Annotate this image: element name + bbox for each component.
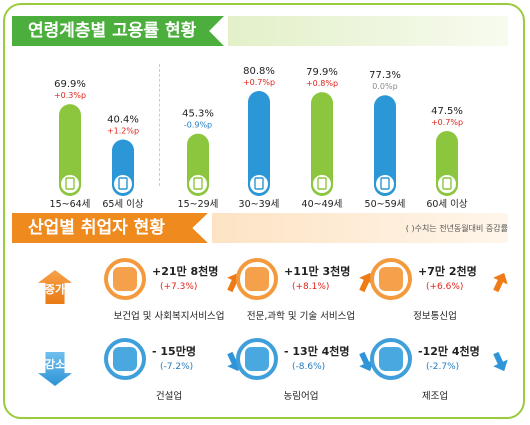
document-icon — [436, 173, 458, 195]
bar-change-label: +0.8%p — [306, 79, 338, 88]
industry-name: 건설업 — [155, 391, 183, 402]
age-employment-chart: 69.9%+0.3%p 15~64세 40.4%+1.2%p 65세 이상 45.3%-… — [50, 66, 468, 208]
bar-value-label: 40.4% — [107, 115, 139, 126]
industry-name: 농림어업 — [283, 391, 319, 402]
document-icon — [112, 173, 134, 195]
category-label: 40~49세 — [302, 199, 343, 208]
bar-change-label: 0.0%p — [372, 82, 397, 91]
employment-bar — [59, 104, 81, 196]
employment-bar — [248, 91, 270, 196]
category-label: 65세 이상 — [102, 199, 144, 208]
document-icon-sheet — [193, 177, 203, 190]
section2-band — [212, 213, 508, 243]
industry-change-rate: (+6.6%) — [426, 282, 464, 292]
industry-change-rate: (-2.7%) — [426, 362, 460, 372]
document-icon — [59, 173, 81, 195]
smartphone-icon — [370, 258, 412, 300]
document-icon-sheet — [317, 177, 327, 190]
industry-change-count: -12만 4천명 — [418, 345, 480, 358]
section2-title: 산업별 취업자 현황 — [12, 213, 208, 243]
document-icon-sheet — [254, 177, 264, 190]
industry-change-count: - 15만명 — [152, 345, 196, 358]
bar-change-label: +1.2%p — [107, 127, 139, 136]
bar-change-label: +0.3%p — [54, 91, 86, 100]
gear-icon-glyph — [379, 347, 403, 371]
document-icon — [187, 173, 209, 195]
bar-value-label: 45.3% — [182, 109, 214, 120]
change-rate-note: ( )수치는 전년동월대비 증감률 — [405, 224, 508, 233]
category-label: 15~64세 — [50, 199, 91, 208]
bar-value-label: 79.9% — [306, 67, 338, 78]
industry-change-count: +21만 8천명 — [152, 265, 219, 278]
document-icon-sheet — [118, 177, 128, 190]
bar-change-label: +0.7%p — [431, 118, 463, 127]
document-icon — [311, 173, 333, 195]
category-label: 50~59세 — [365, 199, 406, 208]
document-icon — [374, 173, 396, 195]
industry-name: 제조업 — [421, 391, 449, 402]
industry-change-count: - 13만 4천명 — [284, 345, 350, 358]
bar-value-label: 69.9% — [54, 79, 86, 90]
employment-bar — [374, 95, 396, 196]
industry-change-rate: (+8.1%) — [292, 282, 330, 292]
age-group-divider — [159, 64, 160, 186]
section1-title: 연령계층별 고용률 현황 — [12, 16, 224, 46]
category-label: 60세 이상 — [426, 199, 468, 208]
section1-band — [228, 16, 508, 46]
bar-change-label: -0.9%p — [184, 121, 212, 130]
bar-change-label: +0.7%p — [243, 78, 275, 87]
lab-flask-icon — [236, 258, 278, 300]
first-aid-kit-icon-glyph — [113, 267, 137, 291]
industry-change-rate: (-7.2%) — [160, 362, 194, 372]
category-label: 15~29세 — [178, 199, 219, 208]
industry-change-rate: (+7.3%) — [160, 282, 198, 292]
wheat-icon-glyph — [245, 347, 269, 371]
first-aid-kit-icon — [104, 258, 146, 300]
industry-name: 정보통신업 — [413, 311, 457, 322]
document-icon-sheet — [380, 177, 390, 190]
bar-value-label: 77.3% — [369, 70, 401, 81]
document-icon-sheet — [442, 177, 452, 190]
document-icon-sheet — [65, 177, 75, 190]
lab-flask-icon-glyph — [245, 267, 269, 291]
industry-name: 보건업 및 사회복지서비스업 — [113, 311, 225, 322]
category-label: 30~39세 — [239, 199, 280, 208]
bar-value-label: 47.5% — [431, 106, 463, 117]
industry-change-count: +11만 3천명 — [284, 265, 351, 278]
industry-change-count: +7만 2천명 — [418, 265, 477, 278]
bar-value-label: 80.8% — [243, 66, 275, 77]
industry-name: 전문,과학 및 기술 서비스업 — [246, 311, 356, 322]
employment-bar — [311, 92, 333, 196]
wheat-icon — [236, 338, 278, 380]
gear-icon — [370, 338, 412, 380]
industry-change-rate: (-8.6%) — [292, 362, 326, 372]
excavator-icon-glyph — [113, 347, 137, 371]
document-icon — [248, 173, 270, 195]
excavator-icon — [104, 338, 146, 380]
smartphone-icon-glyph — [379, 267, 403, 291]
